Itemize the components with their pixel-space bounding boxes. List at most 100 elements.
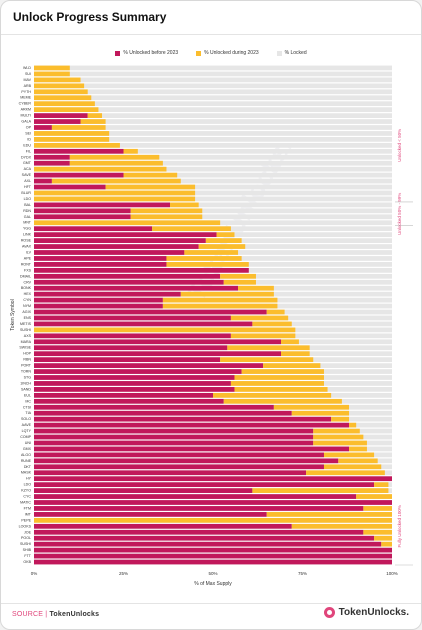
bar-during bbox=[313, 434, 364, 440]
tick-label-category: KZYO bbox=[21, 489, 31, 493]
bar-before bbox=[34, 321, 253, 327]
bar-locked bbox=[34, 214, 392, 220]
bar-locked bbox=[34, 142, 392, 148]
bar-locked bbox=[34, 83, 392, 89]
bar-before bbox=[34, 553, 392, 559]
bar-before bbox=[34, 125, 52, 130]
bar-before bbox=[34, 547, 392, 553]
bar-before bbox=[34, 357, 221, 363]
tick-label-category: EDU bbox=[23, 143, 31, 147]
bar-during bbox=[69, 160, 163, 166]
bar-before bbox=[34, 541, 382, 547]
bar-before bbox=[34, 375, 235, 380]
bar-during bbox=[130, 214, 203, 220]
bar-before bbox=[34, 172, 124, 178]
tick-label-category: 1INCH bbox=[20, 381, 31, 385]
bar-locked bbox=[34, 208, 392, 214]
bar-locked bbox=[34, 125, 392, 130]
bar-during bbox=[34, 65, 70, 71]
tick-label-category: SUI bbox=[25, 72, 31, 76]
bar-before bbox=[34, 238, 206, 243]
tick-label-category: DYDX bbox=[21, 155, 32, 159]
bar-before bbox=[34, 315, 231, 321]
tick-label-category: DKT bbox=[24, 465, 32, 469]
bar-locked bbox=[34, 172, 392, 178]
tick-label-category: CRV bbox=[23, 280, 31, 284]
bar-during bbox=[34, 95, 92, 101]
bar-during bbox=[266, 512, 392, 517]
bar-before bbox=[34, 440, 314, 446]
bar-during bbox=[230, 315, 289, 321]
brand-logo[interactable]: TokenUnlocks. bbox=[323, 607, 409, 618]
legend-label-during: % Unlocked during 2023 bbox=[204, 50, 259, 56]
bar-during bbox=[198, 244, 246, 249]
bar-before bbox=[34, 250, 185, 255]
tick-label-category: AXL bbox=[24, 179, 31, 183]
tick-label-category: SWISE bbox=[19, 346, 31, 350]
bar-before bbox=[34, 381, 231, 386]
tick-label-category: HFT bbox=[24, 185, 32, 189]
bar-during bbox=[87, 113, 103, 118]
tick-label-category: METIS bbox=[20, 322, 32, 326]
bar-during bbox=[34, 107, 99, 113]
tick-label-category: RONT bbox=[21, 262, 32, 266]
bar-during bbox=[220, 273, 256, 279]
tick-label-category: MNT bbox=[23, 221, 32, 225]
tick-label-category: WLD bbox=[23, 66, 31, 70]
tick-label-category: YGG bbox=[23, 227, 31, 231]
bar-before bbox=[34, 279, 224, 285]
bar-during bbox=[363, 529, 392, 535]
bar-during bbox=[273, 404, 350, 410]
bar-before bbox=[34, 523, 292, 529]
bar-locked bbox=[34, 89, 392, 95]
tick-label-category: AVAX bbox=[22, 245, 32, 249]
bar-during bbox=[152, 226, 231, 232]
bar-during bbox=[266, 309, 285, 315]
legend-swatch-before bbox=[115, 50, 121, 56]
bar-during bbox=[313, 440, 367, 446]
tick-label-category: BLUR bbox=[21, 191, 31, 195]
tick-label-category: APE bbox=[24, 256, 32, 260]
bar-during bbox=[80, 119, 106, 124]
bar-locked bbox=[34, 184, 392, 190]
bar-during bbox=[234, 375, 324, 380]
bar-during bbox=[216, 232, 235, 238]
bar-before bbox=[34, 256, 167, 261]
bar-during bbox=[323, 464, 382, 470]
tick-label-category: ALGO bbox=[21, 453, 31, 457]
tick-label-category: CYC bbox=[23, 495, 31, 499]
bar-before bbox=[34, 446, 350, 452]
bar-before bbox=[34, 309, 267, 315]
legend-label-locked: % Locked bbox=[284, 50, 307, 56]
bar-before bbox=[34, 410, 292, 416]
tick-label-category: AXS bbox=[24, 334, 32, 338]
tick-label-category: ARB bbox=[24, 84, 32, 88]
page-title: Unlock Progress Summary bbox=[13, 10, 167, 24]
tick-label-category: CYBER bbox=[19, 102, 32, 106]
tick-label-category: SEI bbox=[25, 131, 31, 135]
bar-locked bbox=[34, 202, 392, 208]
bar-during bbox=[349, 422, 357, 428]
bar-before bbox=[34, 226, 153, 232]
bar-before bbox=[34, 482, 375, 488]
bar-during bbox=[123, 148, 138, 154]
bar-during bbox=[34, 131, 110, 136]
tick-label-category: COMP bbox=[20, 435, 31, 439]
bar-during bbox=[227, 345, 310, 351]
source-separator: | bbox=[43, 611, 50, 618]
tick-label-category: FTT bbox=[24, 554, 31, 558]
tick-label-category: HEX bbox=[24, 292, 32, 296]
tick-label-category: UNI bbox=[25, 441, 31, 445]
tick-label-category: HY bbox=[26, 477, 32, 481]
bar-before bbox=[34, 428, 314, 434]
tick-label-category: RBN bbox=[23, 358, 31, 362]
bar-before bbox=[34, 351, 282, 357]
bar-during bbox=[34, 166, 167, 172]
bar-before bbox=[34, 345, 228, 351]
bar-during bbox=[166, 262, 249, 267]
bar-during bbox=[34, 190, 196, 196]
legend-item-during: % Unlocked during 2023 bbox=[196, 50, 259, 56]
tick-label-category: AGIX bbox=[22, 310, 31, 314]
bar-before bbox=[34, 512, 267, 517]
tick-label-category: BONK bbox=[21, 286, 32, 290]
